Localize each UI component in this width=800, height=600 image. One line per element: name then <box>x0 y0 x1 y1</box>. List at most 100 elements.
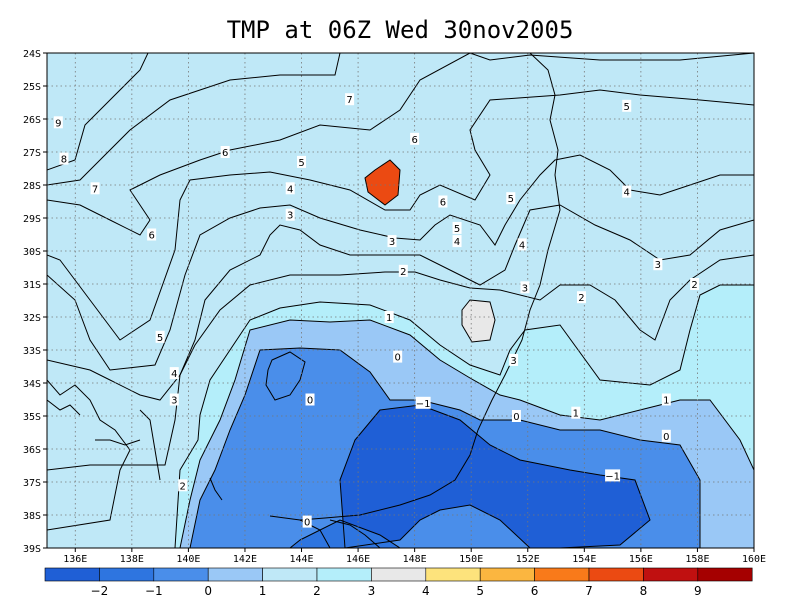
x-tick-label: 156E <box>629 554 653 565</box>
contour-label-bg <box>90 182 100 195</box>
x-tick-label: 144E <box>289 554 313 565</box>
contour-line-b1 <box>47 53 754 548</box>
band-fill-b1 <box>47 53 754 548</box>
contour-label-bg <box>345 93 355 106</box>
contour-label: 0 <box>513 412 519 423</box>
y-tick-label: 25S <box>23 82 41 93</box>
contour-label: 3 <box>287 211 293 222</box>
axes: 136E 138E 140E 142E 144E 146E 148E 150E 152E 154E… <box>23 49 766 565</box>
contour-label-bg <box>178 479 188 492</box>
contour-label-bg <box>571 406 581 419</box>
y-tick-label: 38S <box>23 511 41 522</box>
contour-label: 4 <box>171 369 177 380</box>
x-tick-label: 146E <box>346 554 370 565</box>
band-fill-lowA <box>266 352 305 400</box>
contour-label-bg <box>661 393 671 406</box>
contour-label: 2 <box>691 280 697 291</box>
y-tick-label: 33S <box>23 346 41 357</box>
contour-label-bg <box>690 278 700 290</box>
contour-label-bg <box>622 185 632 198</box>
contour-label: 4 <box>624 188 630 199</box>
contour-label: 6 <box>440 198 446 209</box>
contour-line-bm2 <box>339 404 651 548</box>
map-title: TMP at 06Z Wed 30nov2005 <box>226 16 574 44</box>
contour-line-bm1 <box>189 347 701 548</box>
x-tick-label: 142E <box>233 554 257 565</box>
coastline-segment-3 <box>139 409 161 481</box>
colorbar-label: 8 <box>640 584 648 598</box>
contour-label: 6 <box>222 148 228 159</box>
y-tick-label: 36S <box>23 445 41 456</box>
contour-label-bg <box>285 182 295 195</box>
contour-label-bg <box>438 195 448 208</box>
contour-line-coolA <box>461 299 496 343</box>
contour-line-bmm <box>289 519 401 548</box>
colorbar-swatch <box>643 567 699 582</box>
colorbar-label: 5 <box>476 584 484 598</box>
contour-label: 0 <box>663 432 669 443</box>
contour-line-b8 <box>47 53 149 171</box>
coastline-segment-2 <box>95 439 141 446</box>
contour-label-bg <box>297 155 307 168</box>
colorbar-label: 4 <box>422 584 430 598</box>
y-tick-label: 27S <box>23 148 41 159</box>
x-tick-label: 158E <box>685 554 709 565</box>
colorbar-swatch <box>153 567 209 582</box>
contour-label: 4 <box>454 237 460 248</box>
contour-label-bg <box>220 146 230 158</box>
coastline-segment-4 <box>209 477 223 501</box>
x-tick-label: 138E <box>120 554 144 565</box>
contour-label-bg <box>59 152 69 165</box>
contour-label: 4 <box>519 240 525 251</box>
coastline-segment-0 <box>47 379 131 531</box>
y-tick-label: 30S <box>23 247 41 258</box>
contour-label: 7 <box>346 95 352 106</box>
contour-label: 5 <box>454 224 460 235</box>
colorbar-swatch <box>425 567 481 582</box>
contour-label: 2 <box>400 267 406 278</box>
contour-line-b6 <box>47 53 471 236</box>
contour-label-bg <box>511 410 521 422</box>
y-tick-label: 35S <box>23 412 41 423</box>
x-tick-label: 160E <box>742 554 766 565</box>
contour-label: 3 <box>522 283 528 294</box>
contour-label: 7 <box>92 184 98 195</box>
contour-label: 8 <box>61 155 67 166</box>
contour-label: 6 <box>148 231 154 242</box>
y-tick-label: 31S <box>23 280 41 291</box>
y-tick-label: 37S <box>23 478 41 489</box>
band-fill-bm2 <box>340 405 650 548</box>
x-tick-label: 140E <box>176 554 200 565</box>
coastline-segment-6 <box>329 519 381 548</box>
y-tick-label: 39S <box>23 544 41 555</box>
contour-label: 6 <box>411 135 417 146</box>
colorbar-swatch <box>207 567 263 582</box>
contour-line-b0 <box>179 319 754 548</box>
y-tick-label: 32S <box>23 313 41 324</box>
contour-label-bg <box>393 350 403 363</box>
contour-labels: 9 8 7 6 6 7 6 6 5 4 3 5 4 5 4 3 5 4 3 2 2 3 2 1 0 3 5 4 3 0 −1 0 1 1 0 −1 2 0 <box>53 93 700 529</box>
colorbar-swatch <box>262 567 318 582</box>
contour-label: 5 <box>298 158 304 169</box>
contour-label-bg <box>147 228 157 241</box>
contour-label: 5 <box>157 333 163 344</box>
contour-label-bg <box>302 515 312 528</box>
contour-label-bg <box>661 429 671 442</box>
x-tick-label: 152E <box>516 554 540 565</box>
contour-label: 5 <box>508 194 514 205</box>
contour-line-b3 <box>47 53 754 401</box>
contour-label: 2 <box>180 481 186 492</box>
contour-label-bg <box>285 208 295 221</box>
y-tick-label: 29S <box>23 214 41 225</box>
colorbar-swatch <box>44 567 100 582</box>
contour-line-b7 <box>47 53 341 186</box>
x-tick-label: 136E <box>63 554 87 565</box>
contour-label: 3 <box>171 396 177 407</box>
contour-label: 9 <box>55 118 61 129</box>
contour-label-bg <box>452 235 462 248</box>
colorbar-swatch <box>479 567 535 582</box>
lat-lon-grid <box>47 53 754 548</box>
contour-label: 1 <box>663 396 669 407</box>
colorbar: −2 −1 0 1 2 3 4 5 6 7 8 9 <box>44 567 753 598</box>
colorbar-swatch <box>588 567 644 582</box>
